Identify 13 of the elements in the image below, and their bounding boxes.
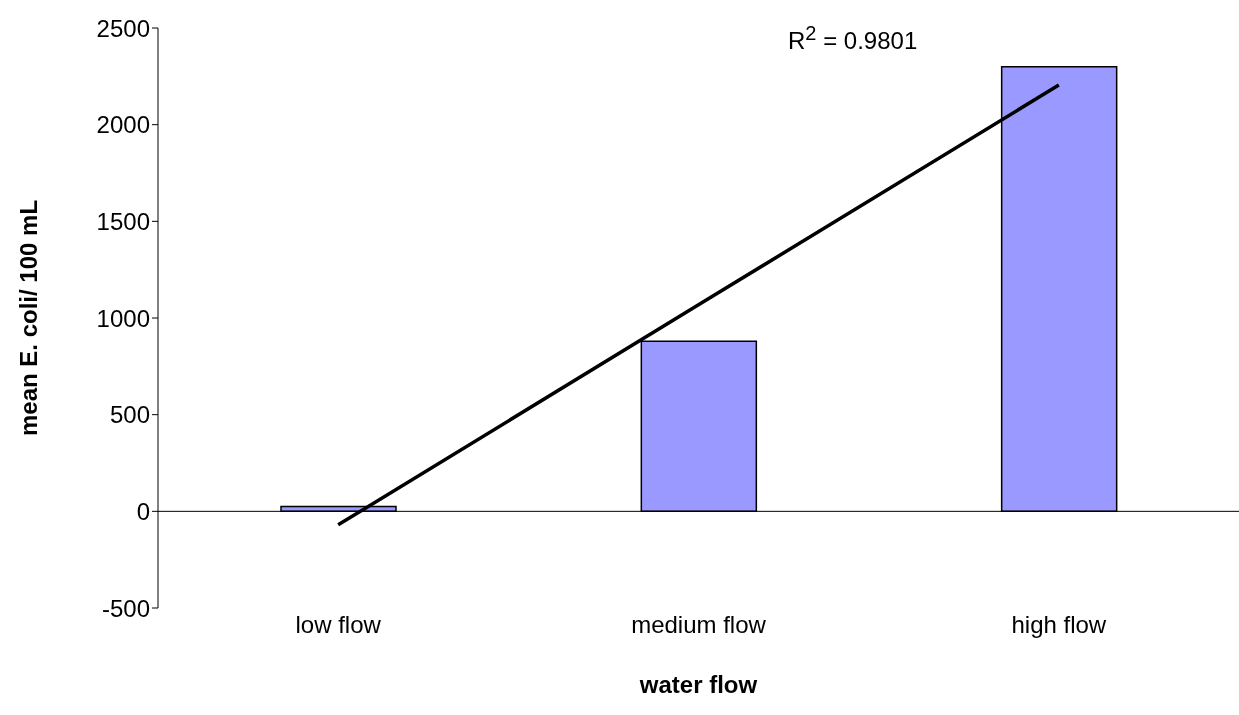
y-axis-title: mean E. coli/ 100 mL — [14, 199, 42, 437]
x-tick-label: medium flow — [631, 611, 767, 639]
y-tick-label: 2500 — [96, 14, 150, 42]
x-tick-label: high flow — [1011, 611, 1107, 639]
annotation: R$^{2}$ = 0.9801 — [788, 22, 918, 55]
y-tick-label: 2000 — [96, 111, 150, 139]
y-tick-label: 1000 — [96, 304, 150, 332]
x-tick-label: low flow — [295, 611, 382, 639]
y-tick-label: 500 — [109, 401, 150, 429]
y-tick-label: 0 — [136, 497, 150, 525]
y-tick-label: 1500 — [96, 207, 150, 235]
x-axis-title: water flow — [638, 671, 758, 698]
y-tick-label: -500 — [101, 594, 150, 622]
